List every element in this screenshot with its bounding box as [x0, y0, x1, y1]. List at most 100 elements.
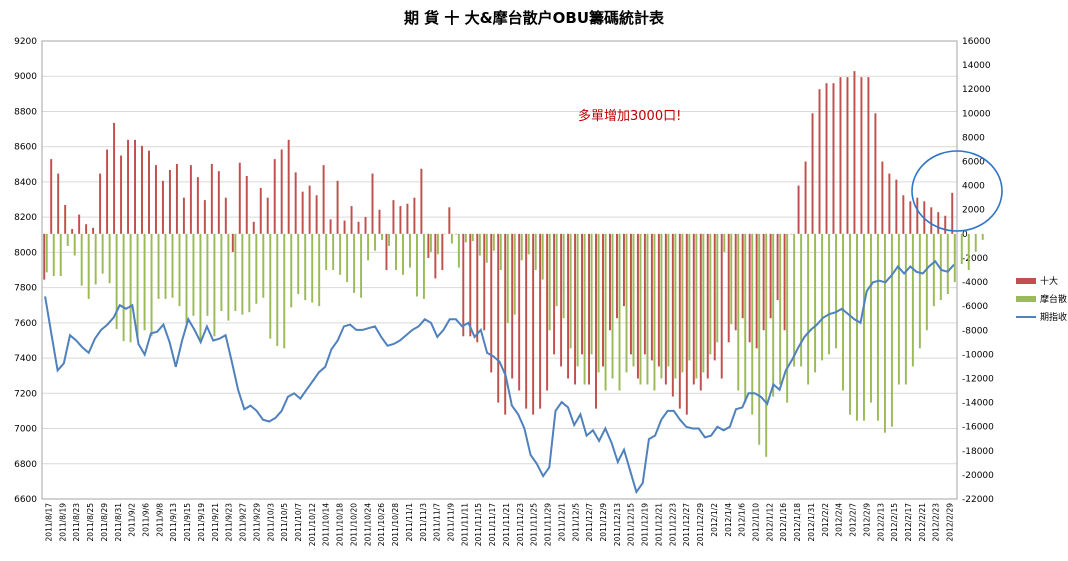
bar-mtretail — [667, 233, 670, 367]
right-tick-label: 4000 — [962, 182, 985, 192]
right-tick-label: 0 — [962, 230, 968, 240]
bar-top10 — [106, 149, 109, 234]
bar-mtretail — [297, 233, 300, 295]
x-tick-label: 2011/12/7 — [585, 503, 594, 542]
bar-mtretail — [108, 233, 111, 284]
bar-top10 — [629, 233, 632, 355]
x-tick-label: 2012/2/23 — [932, 503, 941, 542]
bar-mtretail — [374, 233, 377, 251]
x-tick-label: 2011/9/8 — [155, 503, 164, 537]
bar-mtretail — [192, 233, 195, 316]
bar-top10 — [189, 165, 192, 234]
bar-mtretail — [485, 233, 488, 263]
bar-mtretail — [513, 233, 516, 315]
x-tick-label: 2011/10/24 — [363, 503, 372, 546]
bar-mtretail — [765, 233, 768, 457]
bar-mtretail — [353, 233, 356, 293]
x-tick-label: 2011/9/19 — [197, 503, 206, 542]
x-tick-label: 2011/11/3 — [419, 503, 428, 542]
bar-top10 — [308, 185, 311, 234]
bar-top10 — [252, 221, 255, 234]
bar-top10 — [727, 233, 730, 343]
bar-mtretail — [974, 233, 977, 252]
x-tick-label: 2012/1/6 — [738, 503, 747, 537]
chart-title: 期 貨 十 大&摩台散户OBU籌碼統計表 — [404, 9, 665, 27]
bar-mtretail — [408, 233, 411, 268]
bar-top10 — [161, 180, 164, 234]
bar-mtretail — [311, 233, 314, 303]
bar-mtretail — [646, 233, 649, 385]
x-tick-label: 2012/2/9 — [862, 503, 871, 537]
x-tick-label: 2011/8/17 — [44, 503, 53, 542]
x-tick-label: 2011/12/13 — [613, 503, 622, 546]
bar-mtretail — [318, 233, 321, 307]
x-tick-label: 2011/10/18 — [336, 503, 345, 546]
bar-top10 — [797, 185, 800, 234]
bar-mtretail — [730, 233, 733, 325]
bar-mtretail — [283, 233, 286, 349]
bar-mtretail — [555, 233, 558, 307]
left-axis: 6600 6800 7000 7200 7400 7600 7800 8000 8200 8400… — [14, 37, 37, 505]
bar-top10 — [741, 233, 744, 319]
bar-mtretail — [576, 233, 579, 367]
bar-top10 — [469, 233, 472, 337]
x-tick-label: 2012/1/4 — [724, 503, 733, 537]
bar-series — [43, 71, 984, 457]
bar-mtretail — [388, 233, 390, 246]
bar-top10 — [490, 233, 493, 373]
right-tick-label: -12000 — [962, 374, 994, 384]
x-tick-label: 2011/10/3 — [266, 503, 275, 542]
bar-top10 — [902, 195, 905, 234]
x-tick-label: 2011/11/1 — [405, 503, 414, 542]
bar-top10 — [636, 233, 639, 379]
bar-mtretail — [220, 233, 223, 311]
bar-mtretail — [904, 233, 907, 385]
bar-mtretail — [290, 233, 293, 308]
bar-top10 — [245, 175, 248, 234]
bar-top10 — [853, 71, 856, 234]
plot-border — [41, 40, 958, 500]
bar-top10 — [378, 209, 381, 234]
x-tick-label: 2012/1/18 — [793, 503, 802, 542]
bar-top10 — [664, 233, 667, 385]
bar-top10 — [734, 233, 737, 331]
bar-mtretail — [695, 233, 698, 379]
bar-mtretail — [960, 233, 963, 264]
bar-mtretail — [925, 233, 928, 331]
bar-top10 — [413, 197, 416, 234]
right-tick-label: -6000 — [962, 302, 988, 312]
bar-top10 — [476, 233, 479, 343]
bar-mtretail — [429, 233, 432, 252]
bar-top10 — [699, 233, 702, 391]
bar-top10 — [343, 220, 346, 234]
bar-top10 — [148, 150, 150, 234]
x-tick-label: 2011/10/14 — [322, 503, 331, 546]
x-tick-label: 2011/12/9 — [599, 503, 608, 542]
x-tick-label: 2011/9/29 — [252, 503, 261, 542]
bar-mtretail — [457, 233, 460, 268]
left-tick-label: 6800 — [14, 460, 37, 470]
bar-mtretail — [772, 233, 775, 397]
bar-top10 — [217, 171, 220, 234]
bar-top10 — [266, 197, 269, 234]
bar-top10 — [120, 155, 123, 234]
bar-top10 — [685, 233, 688, 415]
bar-mtretail — [66, 233, 69, 246]
x-tick-label: 2011/10/20 — [349, 503, 358, 546]
bar-top10 — [57, 173, 60, 234]
left-tick-label: 8800 — [14, 107, 37, 117]
bar-top10 — [769, 233, 772, 319]
bar-top10 — [581, 233, 584, 355]
x-tick-label: 2011/12/27 — [682, 503, 691, 546]
bar-mtretail — [688, 233, 691, 361]
x-tick-label: 2011/9/21 — [211, 503, 220, 542]
bar-top10 — [748, 233, 751, 343]
bar-top10 — [643, 233, 646, 355]
bar-top10 — [357, 221, 360, 234]
bar-mtretail — [534, 233, 537, 270]
bar-top10 — [399, 206, 402, 234]
bar-top10 — [951, 192, 954, 234]
bar-top10 — [154, 165, 157, 234]
